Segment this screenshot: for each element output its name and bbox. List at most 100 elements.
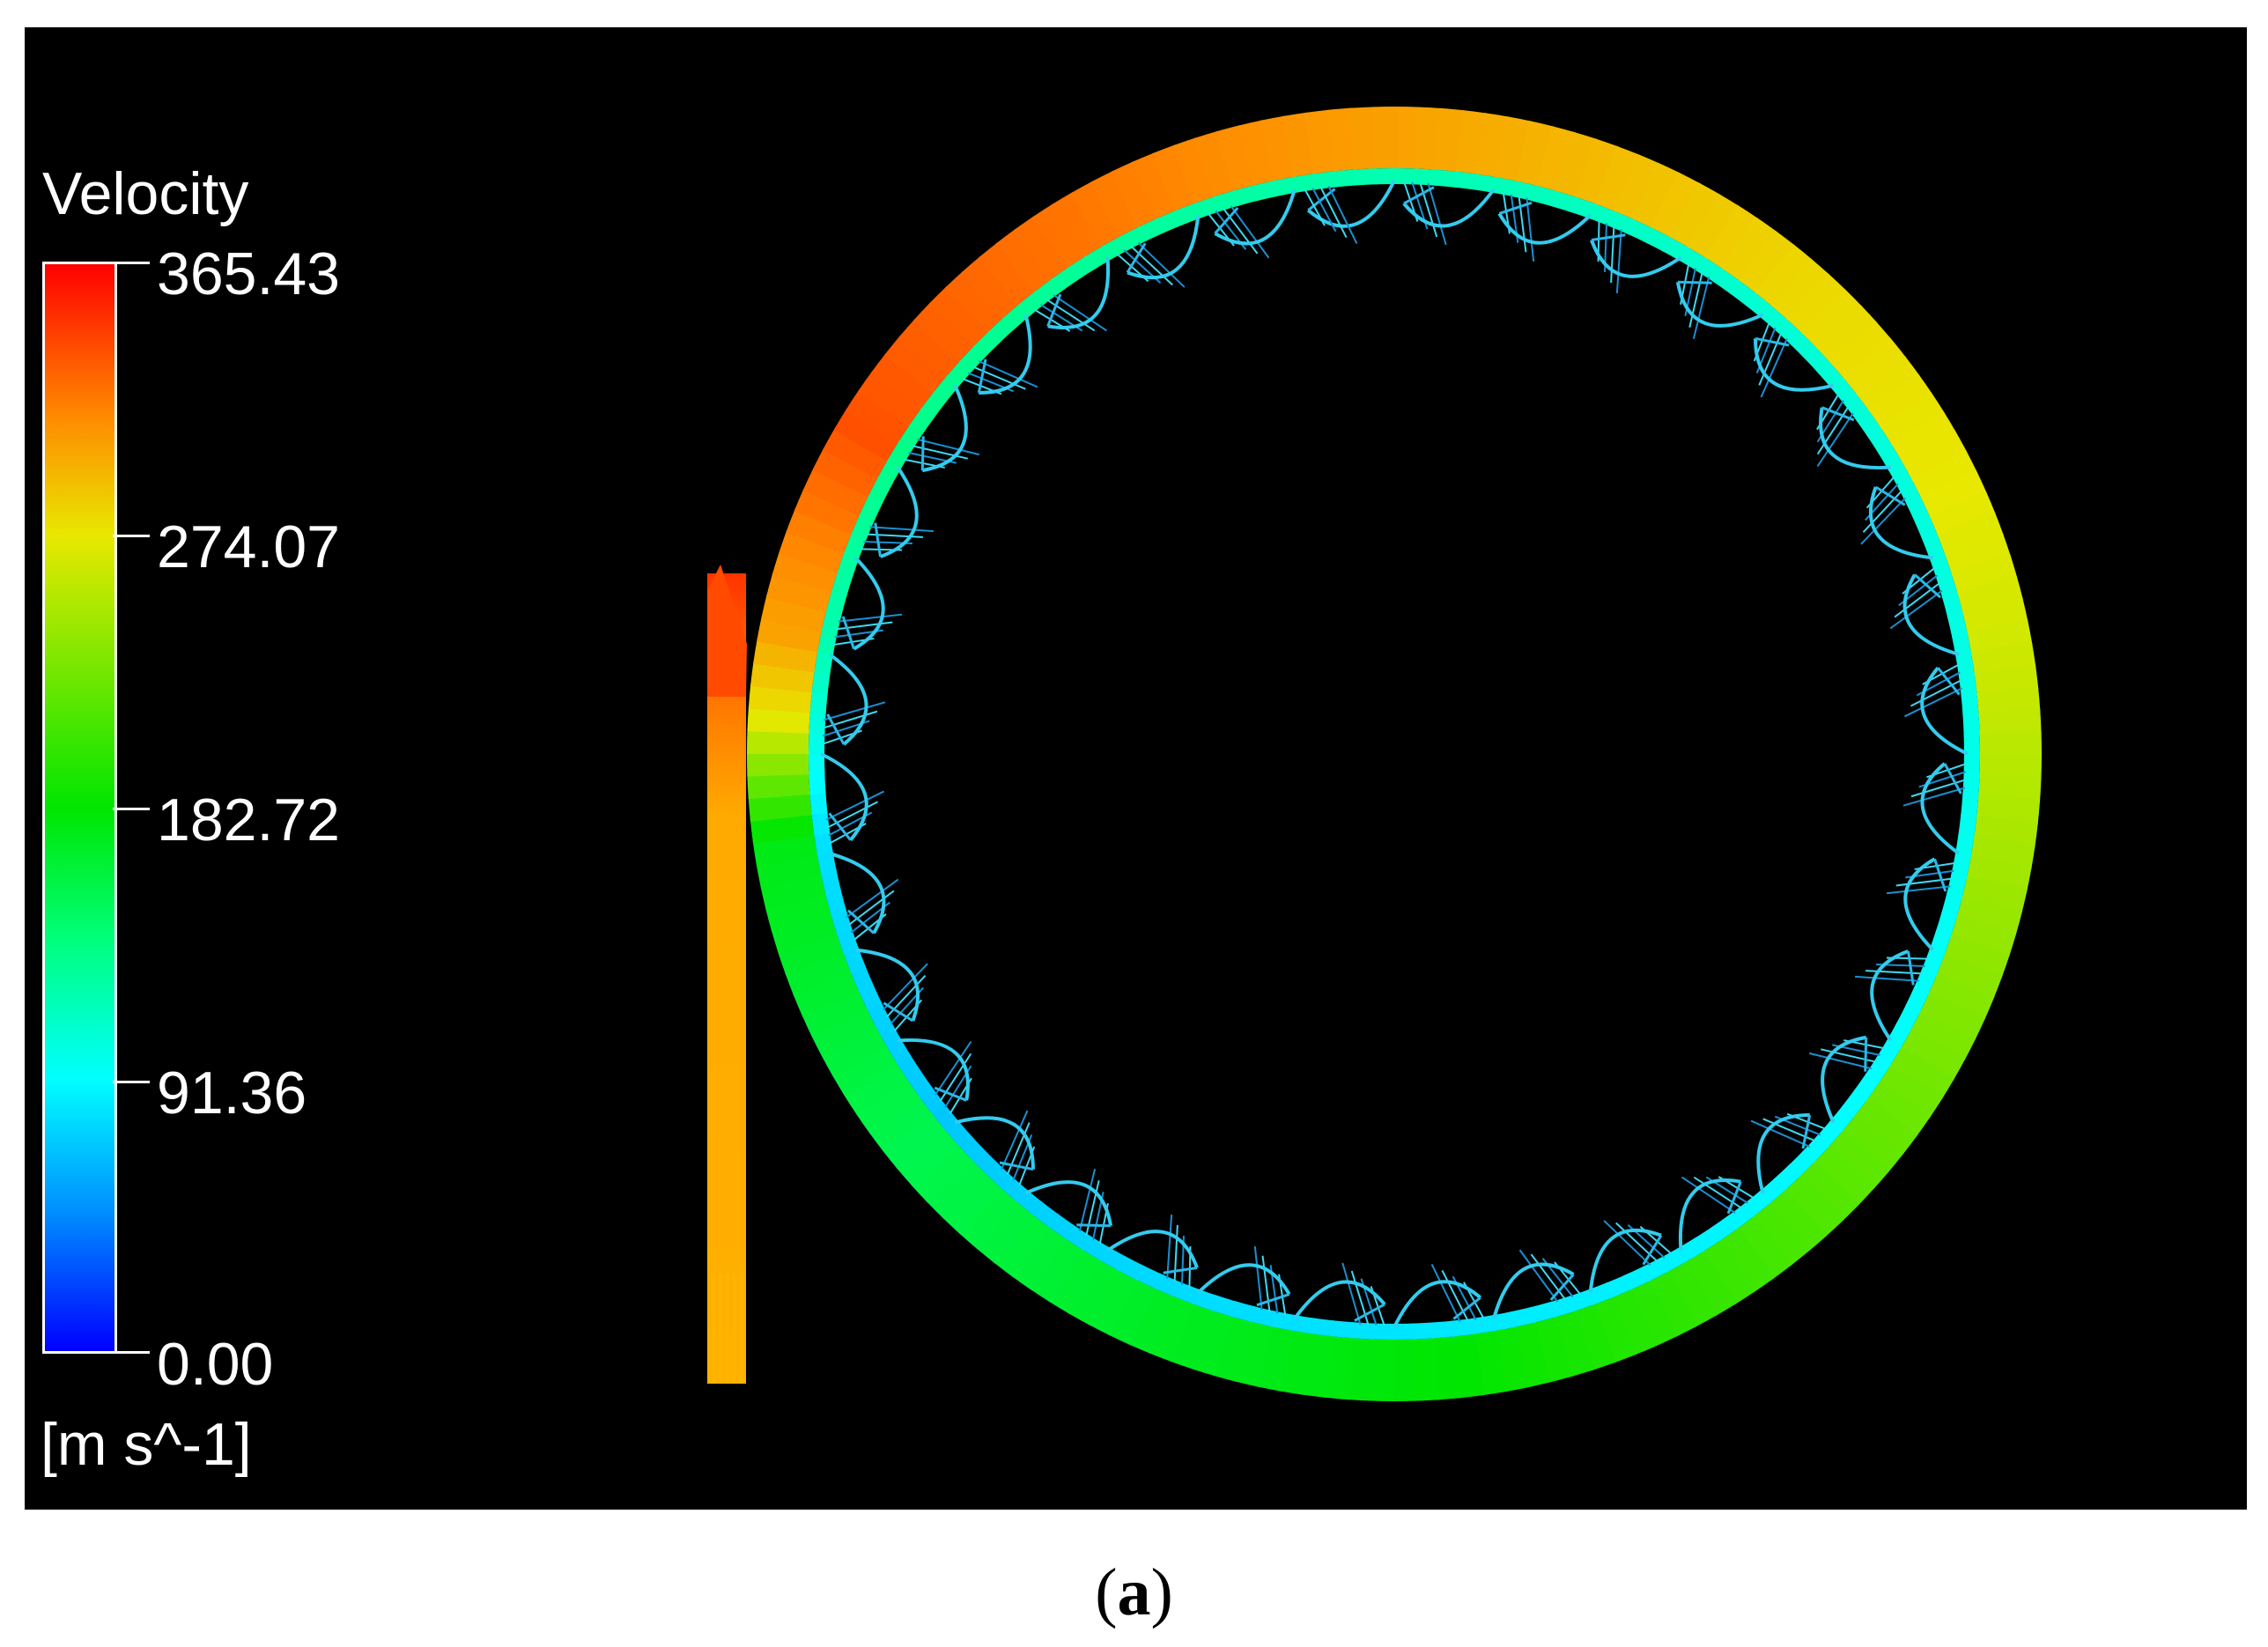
- ring-segment: [1193, 130, 1237, 197]
- legend-tick: [113, 262, 150, 264]
- inner-boundary-segment: [1940, 891, 1963, 919]
- blade-wakes: [820, 180, 1969, 1328]
- inner-boundary-segment: [1586, 1281, 1614, 1306]
- blade-wake: [826, 613, 903, 746]
- inner-boundary-segment: [1310, 1318, 1335, 1337]
- legend-tick: [113, 1081, 150, 1083]
- legend-tick-label: 182.72: [157, 787, 340, 853]
- inner-boundary-segment: [820, 869, 842, 896]
- ring-segment: [1391, 1339, 1417, 1401]
- ring-segment: [1704, 204, 1760, 270]
- ring-segment: [1110, 160, 1159, 228]
- inner-boundary-segment: [1958, 672, 1977, 698]
- ring-segment: [1031, 203, 1087, 269]
- inner-boundary-segment: [1567, 1289, 1595, 1312]
- ring-segment: [1610, 1289, 1658, 1355]
- inner-boundary-segment: [1928, 929, 1952, 957]
- inner-boundary-segment: [1510, 1306, 1536, 1328]
- inner-boundary-segment: [1333, 169, 1358, 188]
- inner-boundary-segment: [1915, 515, 1939, 543]
- ring-segment: [761, 594, 827, 632]
- ring-segment: [1919, 992, 1986, 1041]
- inner-boundary-segment: [1922, 534, 1947, 562]
- legend-tick: [113, 1351, 150, 1354]
- inner-boundary-segment: [1529, 1301, 1556, 1324]
- caption-close-paren: ): [1150, 1555, 1173, 1629]
- inner-boundary-segment: [1935, 911, 1958, 938]
- ring-segment: [1687, 193, 1740, 259]
- legend-title: Velocity: [42, 160, 249, 227]
- ring-segment: [747, 750, 809, 777]
- ring-segment: [750, 812, 815, 845]
- ring-segment: [1961, 875, 2028, 914]
- ring-segment: [1191, 1310, 1233, 1377]
- ring-segment: [1010, 1225, 1068, 1291]
- inner-boundary-segment: [1373, 167, 1398, 185]
- blade-wake: [1402, 186, 1535, 262]
- inner-boundary-segment: [1252, 180, 1279, 202]
- ring-segment: [1666, 1260, 1718, 1327]
- ring-segment: [1411, 1338, 1440, 1401]
- legend-tick-label-min: 0.00: [157, 1331, 274, 1398]
- inner-boundary-segment: [1210, 1295, 1237, 1318]
- inner-boundary-segment: [1312, 171, 1338, 190]
- ring-segment: [1784, 1175, 1844, 1237]
- inner-boundary-segment: [1411, 1322, 1436, 1340]
- ring-segment: [1629, 1280, 1679, 1348]
- ring-segment: [778, 529, 846, 573]
- inner-boundary-segment: [1193, 196, 1222, 219]
- legend-tick: [113, 535, 150, 537]
- ring-segment: [823, 427, 889, 479]
- blade-wake: [820, 701, 886, 842]
- ring-segment: [1966, 855, 2032, 892]
- ring-segment: [785, 951, 852, 997]
- ring-segment: [1555, 131, 1598, 198]
- ring-segment: [1768, 1189, 1828, 1252]
- inner-boundary-segment: [1269, 1311, 1296, 1331]
- velocity-contour-figure: Velocity 365.43 274.07 182.72 91.36 0.00…: [25, 27, 2247, 1510]
- ring-segment: [1736, 1215, 1793, 1280]
- inner-boundary-segment: [1272, 176, 1298, 197]
- inner-boundary-segment: [1605, 1274, 1633, 1298]
- ring-segment: [1827, 1130, 1891, 1190]
- ring-segment: [1431, 1336, 1462, 1400]
- ring-segment: [928, 285, 990, 348]
- inner-boundary-segment: [811, 669, 831, 695]
- inner-boundary-segment: [1174, 202, 1202, 226]
- ring-segment: [1878, 1064, 1944, 1119]
- ring-segment: [1087, 1269, 1138, 1336]
- ring-segment: [845, 388, 911, 444]
- inner-boundary-segment: [1394, 168, 1418, 185]
- ring-segment: [1890, 410, 1957, 464]
- ring-segment: [942, 1172, 1003, 1236]
- ring-segment: [1721, 217, 1778, 283]
- ring-segment: [1149, 1296, 1194, 1363]
- ring-segment: [1979, 754, 2042, 780]
- inner-boundary-segment: [1156, 210, 1184, 233]
- ring-segment: [870, 352, 935, 410]
- inner-boundary-segment: [1551, 190, 1578, 213]
- ring-segment: [1516, 121, 1555, 187]
- inner-boundary-segment: [1434, 169, 1459, 188]
- ring-segment: [1943, 934, 2011, 979]
- ring-segment: [1978, 708, 2042, 737]
- ring-segment: [1718, 1227, 1776, 1293]
- ring-segment: [961, 255, 1021, 319]
- inner-boundary-segment: [1391, 1323, 1415, 1340]
- ring-segment: [1785, 272, 1847, 336]
- legend-tick: [113, 808, 150, 810]
- ring-segment: [1813, 1145, 1876, 1207]
- flow-domain-plot: [707, 106, 2042, 1401]
- ring-segment: [747, 727, 809, 754]
- ring-segment: [1651, 172, 1702, 239]
- legend-tick-label: 91.36: [157, 1060, 307, 1126]
- inner-boundary-segment: [816, 850, 838, 876]
- ring-segment: [1345, 1338, 1374, 1401]
- ring-segment: [1867, 373, 1933, 430]
- inner-boundary-segment: [809, 690, 828, 714]
- ring-segment: [882, 1112, 946, 1171]
- ring-segment: [812, 447, 879, 498]
- ring-segment: [831, 1044, 898, 1097]
- ring-segment: [1090, 170, 1141, 237]
- inner-boundary-segment: [1330, 1320, 1355, 1339]
